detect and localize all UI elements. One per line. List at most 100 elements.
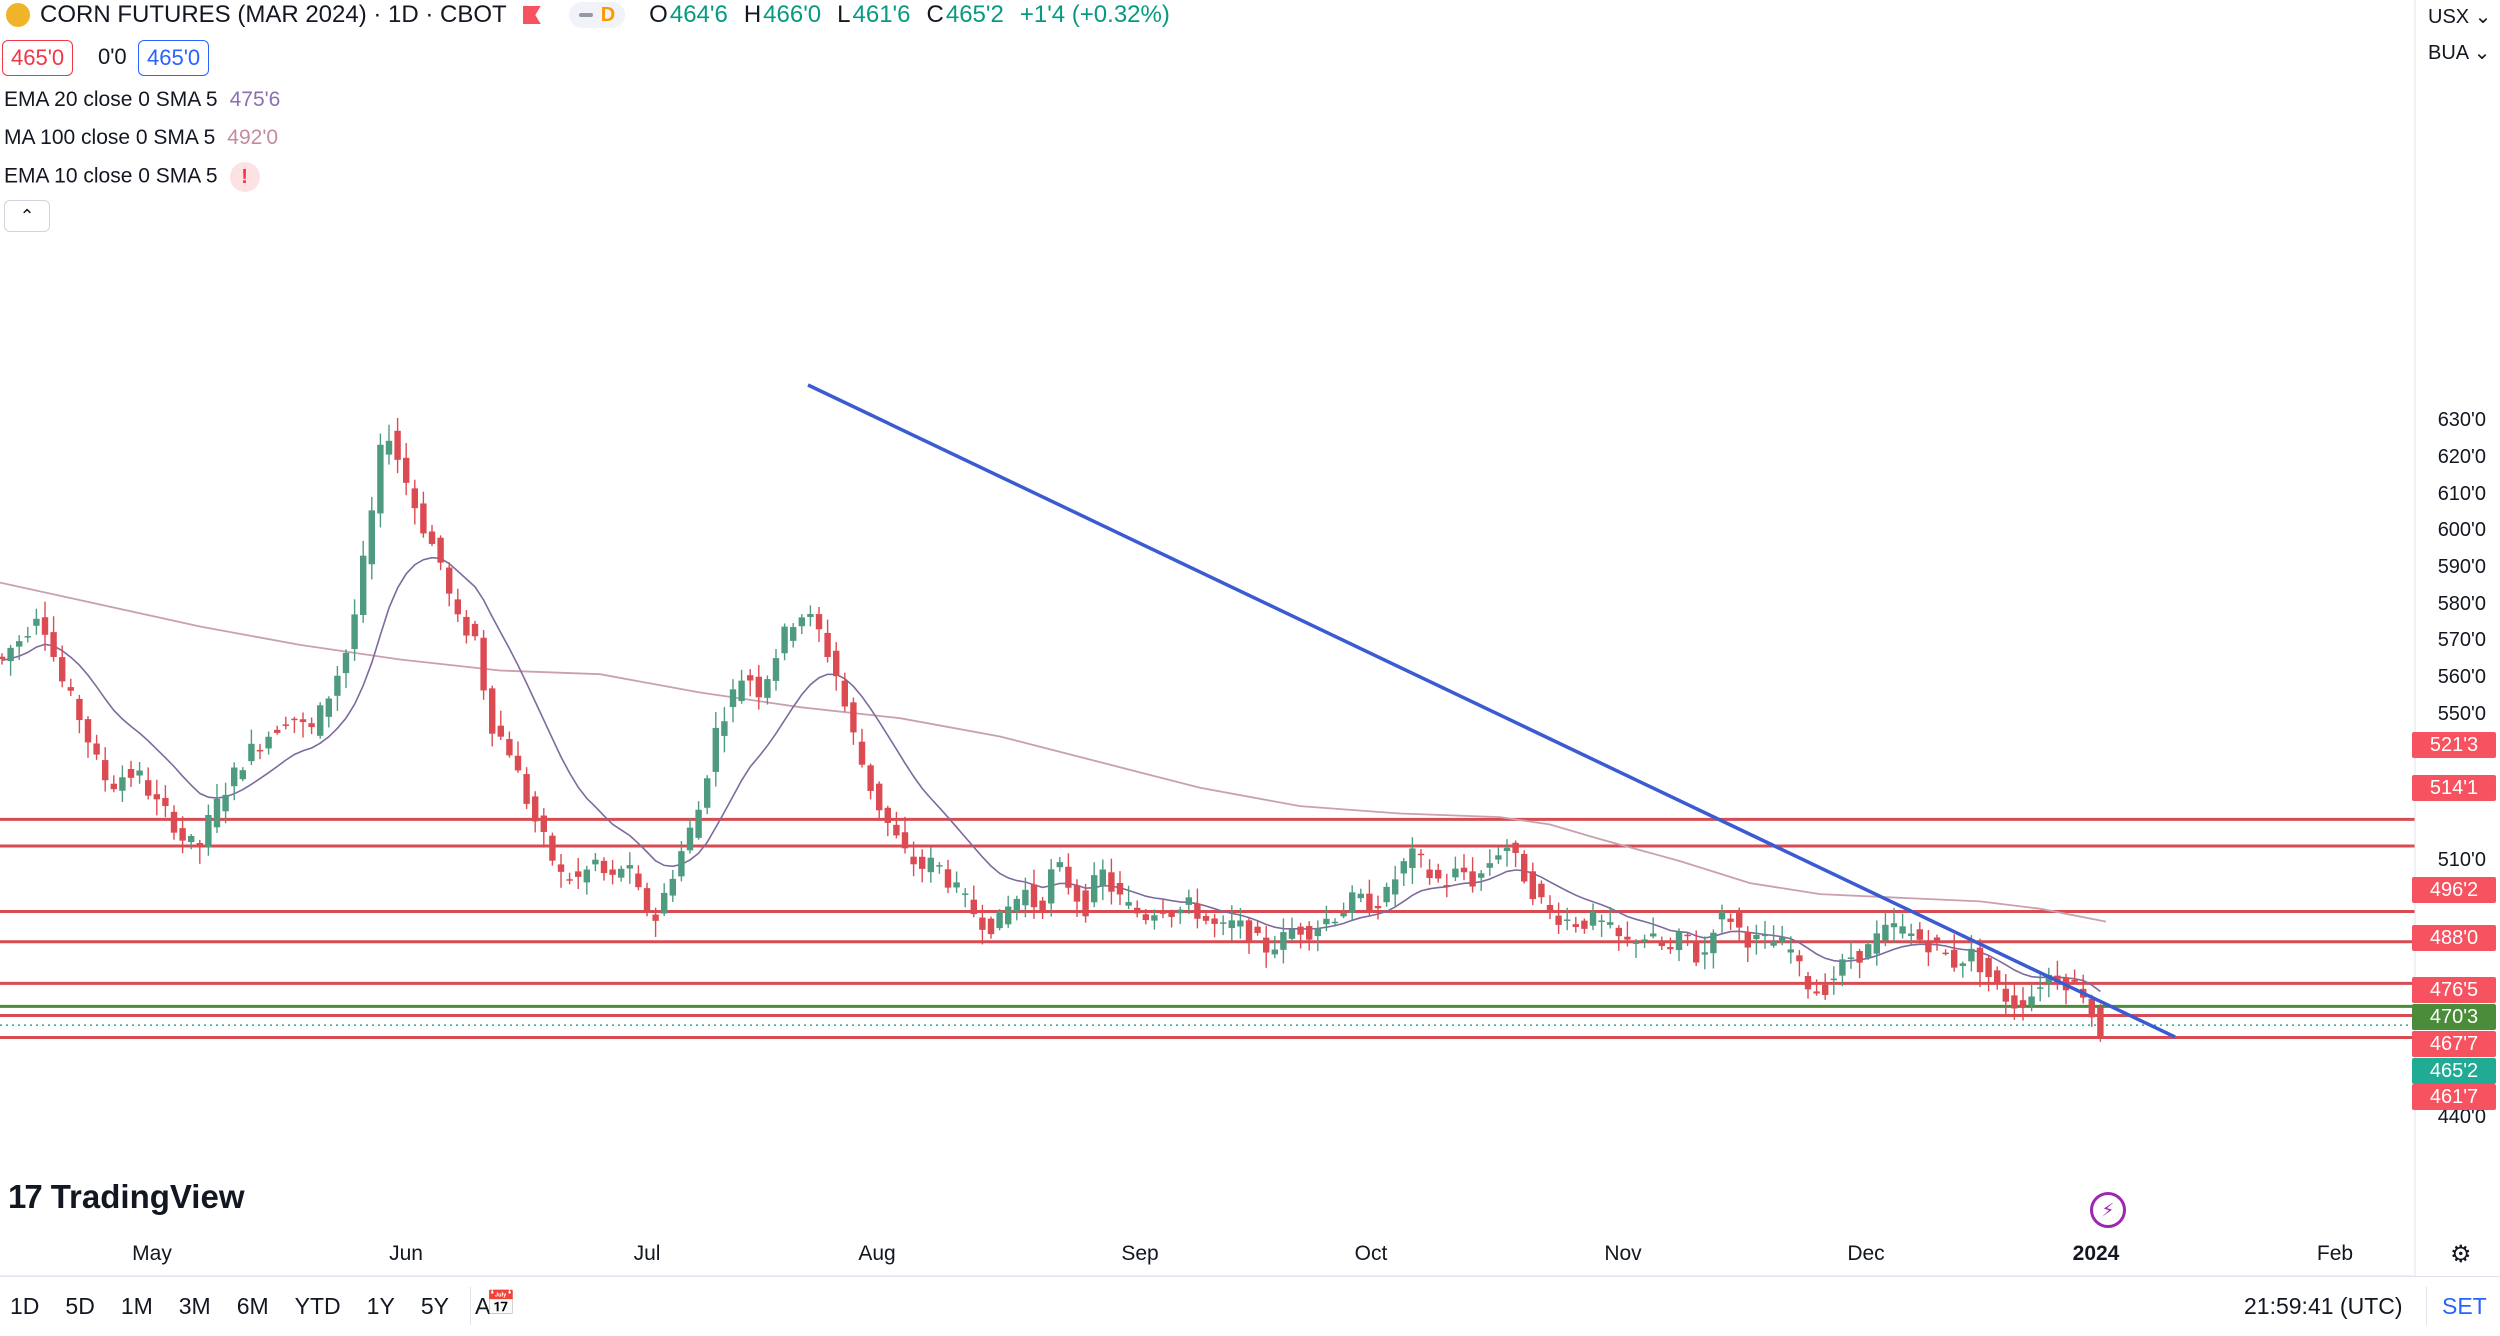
candle-body <box>1254 926 1261 933</box>
candle-body <box>1151 915 1158 921</box>
candle-body <box>1830 978 1837 981</box>
candle <box>188 833 195 850</box>
candle-body <box>1546 904 1554 911</box>
candle <box>1091 862 1098 908</box>
candle-body <box>1589 911 1597 926</box>
candle <box>884 805 891 837</box>
candle <box>1022 877 1029 918</box>
candle <box>1985 955 1992 992</box>
candle <box>1779 925 1786 946</box>
indicator-ema10[interactable]: EMA 10 close 0 SMA 5! <box>4 162 260 192</box>
candle <box>962 888 969 908</box>
currency-select[interactable]: USX ⌄ <box>2428 6 2492 28</box>
candle <box>1710 929 1717 969</box>
candle-body <box>205 814 212 848</box>
settings-gear-icon[interactable]: ⚙ <box>2450 1241 2472 1268</box>
candle-body <box>1280 932 1287 950</box>
candle <box>1813 979 1820 996</box>
range-button-1d[interactable]: 1D <box>10 1293 40 1319</box>
candle-body <box>609 869 616 875</box>
candle <box>1607 906 1614 929</box>
lightning-icon[interactable]: ⚡ <box>2090 1192 2126 1228</box>
price-change: +1'4 (+0.32%) <box>1019 1 1170 28</box>
candle-body <box>1632 942 1640 944</box>
warning-icon[interactable]: ! <box>229 162 260 192</box>
candle <box>1615 925 1622 951</box>
candle <box>1684 932 1691 947</box>
buy-price-box[interactable]: 465'0 <box>138 40 210 76</box>
candle <box>1340 902 1347 919</box>
candle <box>1142 908 1149 925</box>
candle <box>704 775 711 815</box>
candle <box>50 616 57 662</box>
range-button-5d[interactable]: 5D <box>65 1293 95 1319</box>
candle <box>291 716 298 734</box>
x-tick-label: Oct <box>1354 1242 1388 1265</box>
candle <box>446 562 453 607</box>
candle <box>153 779 160 816</box>
candle-body <box>1366 893 1373 913</box>
range-button-ytd[interactable]: YTD <box>294 1293 341 1319</box>
set-button[interactable]: SET <box>2442 1293 2487 1319</box>
candle-body <box>1495 855 1502 860</box>
candle <box>1521 850 1528 884</box>
x-tick-label: Jun <box>389 1242 423 1265</box>
candle-body <box>145 780 152 796</box>
candle-body <box>807 613 814 617</box>
range-button-all[interactable]: All <box>474 1293 501 1319</box>
candle <box>1288 917 1296 943</box>
candle-body <box>1177 909 1184 914</box>
range-button-1m[interactable]: 1M <box>120 1293 153 1319</box>
flag-icon[interactable] <box>522 6 541 24</box>
tradingview-logo[interactable]: 17 TradingView <box>8 1178 245 1215</box>
candle <box>196 839 203 864</box>
candle-body <box>1908 933 1915 936</box>
symbol-title[interactable]: CORN FUTURES (MAR 2024) · 1D · CBOT <box>40 1 507 28</box>
ticker-select[interactable]: BUA ⌄ <box>2428 42 2491 64</box>
sell-price-box[interactable]: 465'0 <box>2 40 74 76</box>
candle-body <box>884 807 891 823</box>
candle <box>626 852 633 884</box>
range-button-6m[interactable]: 6M <box>236 1293 269 1319</box>
collapse-indicators-button[interactable]: ⌃ <box>4 200 50 232</box>
range-button-5y[interactable]: 5Y <box>420 1293 449 1319</box>
candle-body <box>635 873 642 888</box>
candle <box>738 669 745 704</box>
trendline <box>807 383 2176 1039</box>
candle-body <box>626 865 633 869</box>
candle <box>712 712 719 787</box>
candle <box>334 666 341 711</box>
candle <box>162 785 169 818</box>
candle-body <box>153 794 160 800</box>
candle-body <box>1564 919 1571 921</box>
candle-body <box>1933 937 1941 943</box>
candle-body <box>84 719 92 743</box>
indicator-ma100[interactable]: MA 100 close 0 SMA 5 492'0 <box>4 126 279 149</box>
candle-body <box>1822 984 1829 995</box>
candle-body <box>506 739 513 756</box>
candle <box>1908 923 1915 946</box>
indicator-ema20[interactable]: EMA 20 close 0 SMA 5 475'6 <box>4 88 281 111</box>
candle-body <box>403 457 410 483</box>
range-button-1y[interactable]: 1Y <box>366 1293 395 1319</box>
candle <box>1056 856 1063 872</box>
candle-body <box>196 843 203 848</box>
candle-body <box>996 911 1003 929</box>
candle <box>936 861 943 874</box>
clock-readout[interactable]: 21:59:41 (UTC) <box>2244 1293 2403 1319</box>
interval-pill[interactable]: D <box>568 2 626 28</box>
candle <box>643 882 651 917</box>
candle-body <box>1486 863 1493 868</box>
calendar-goto-icon[interactable]: 📅 <box>486 1290 516 1317</box>
divider <box>470 1287 471 1325</box>
candle <box>996 909 1003 931</box>
candle-body <box>2011 995 2018 1009</box>
candle <box>1753 924 1760 955</box>
range-button-3m[interactable]: 3M <box>178 1293 211 1319</box>
candle <box>953 871 960 893</box>
candle-body <box>1839 959 1846 976</box>
candle-body <box>428 531 436 544</box>
candle <box>876 781 883 820</box>
price-chart[interactable] <box>0 0 2500 1276</box>
candle <box>1383 882 1390 907</box>
